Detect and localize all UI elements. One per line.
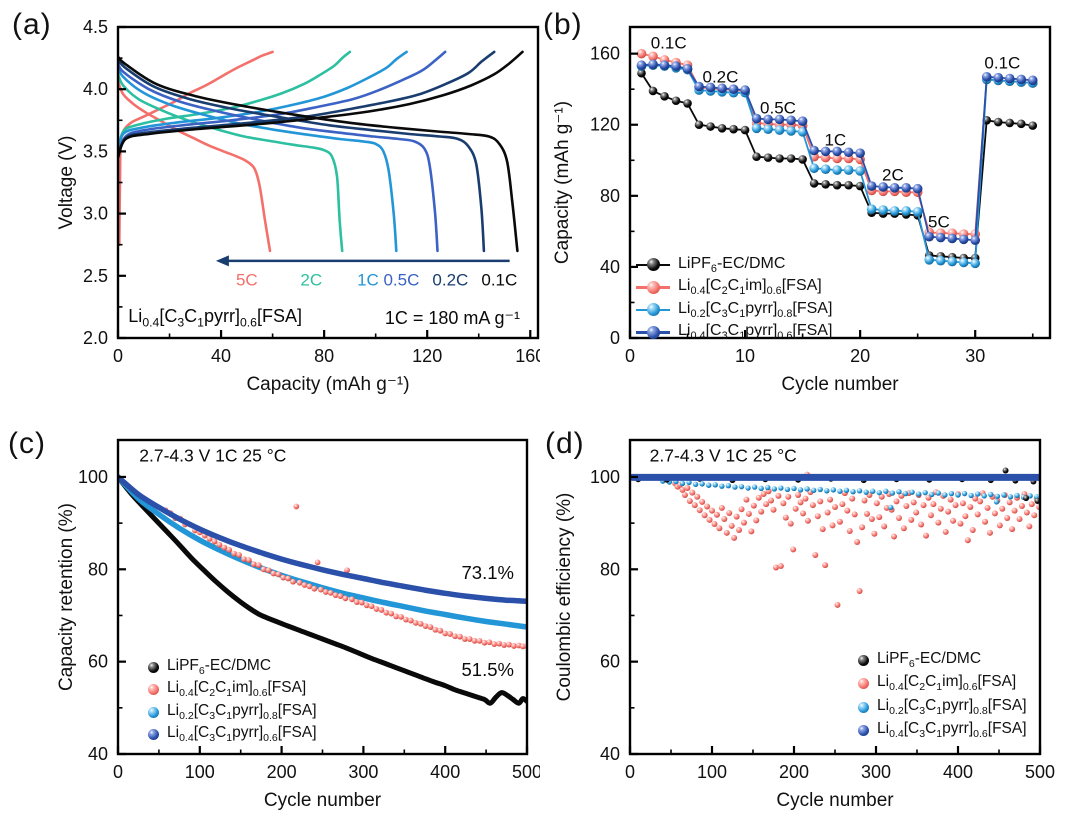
series-discharge-2C (117, 72, 344, 253)
panel-d: (d) 0 100 200 300 400 500 40 60 80 100 Cycle numbe… (540, 415, 1080, 830)
panel-letter-c: (c) (8, 427, 46, 460)
x-tick-label: 500 (1025, 762, 1055, 782)
x-tick-label: 100 (697, 762, 727, 782)
x-tick-label: 0 (625, 346, 635, 366)
series-discharge-1C (117, 65, 398, 253)
y-tick-label: 80 (88, 559, 108, 579)
panel-d-chart: 0 100 200 300 400 500 40 60 80 100 Cycle number Cou… (554, 438, 1055, 811)
series-charge-2C (117, 50, 352, 152)
panel-b: (b) 0 10 20 30 0 40 80 120 160 Cycle number Capaci… (540, 0, 1080, 415)
y-axis-title: Voltage (V) (56, 136, 77, 230)
x-tick-label: 120 (412, 346, 442, 366)
series-Li04-C3C1pyrr-FSA (117, 474, 528, 604)
x-tick-label: 400 (943, 762, 973, 782)
series-discharge-02C (117, 58, 486, 253)
x-tick-label: 300 (861, 762, 891, 782)
y-tick-label: 100 (78, 467, 108, 487)
plot-area-d (629, 467, 1041, 608)
panel-a-chart: 0 40 80 120 160 2.0 2.5 3.0 3.5 4.0 4.5 Capacity (m… (56, 17, 540, 395)
y-tick-label: 60 (600, 652, 620, 672)
y-tick-label: 4.5 (83, 17, 108, 37)
y-tick-label: 2.0 (83, 328, 108, 348)
y-tick-label: 160 (590, 44, 620, 64)
x-axis-title: Cycle number (776, 790, 894, 811)
y-tick-label: 40 (600, 257, 620, 277)
x-tick-label: 0 (113, 762, 123, 782)
plot-area-c (117, 474, 528, 706)
x-tick-label: 40 (211, 346, 231, 366)
panel-c: (c) 0 100 200 300 400 500 40 60 80 100 Cycle numbe… (0, 415, 540, 830)
x-tick-label: 10 (735, 346, 755, 366)
series-discharge-01C (117, 55, 519, 253)
y-tick-label: 4.0 (83, 79, 108, 99)
x-tick-label: 200 (779, 762, 809, 782)
x-tick-label: 30 (965, 346, 985, 366)
panel-letter-d: (d) (545, 427, 585, 460)
panel-a: (a) 0 40 80 120 160 2.0 2.5 3.0 3.5 4.0 4.5 Capacit… (0, 0, 540, 415)
series-discharge-5C (117, 80, 272, 253)
panel-letter-b: (b) (543, 8, 583, 41)
x-tick-label: 80 (314, 346, 334, 366)
x-tick-label: 160 (515, 346, 540, 366)
x-tick-label: 100 (185, 762, 215, 782)
panel-letter-a: (a) (12, 8, 52, 41)
y-tick-label: 40 (88, 744, 108, 764)
axes-b: 0 10 20 30 0 40 80 120 160 Cycle number Capacity (… (552, 25, 1052, 395)
series-Li04-C2C1im-FSA (672, 471, 1041, 608)
y-axis-title: Coulombic efficiency (%) (554, 493, 575, 702)
x-tick-label: 300 (348, 762, 378, 782)
x-tick-label: 500 (512, 762, 540, 782)
y-tick-label: 60 (88, 652, 108, 672)
x-axis-title: Capacity (mAh g⁻¹) (246, 374, 409, 395)
x-tick-label: 200 (267, 762, 297, 782)
series-Li02-C3C1pyrr-FSA (117, 474, 528, 630)
x-axis-title: Cycle number (781, 374, 899, 395)
y-tick-label: 80 (600, 186, 620, 206)
series-charge-02C (117, 50, 496, 158)
y-axis-title: Capacity (mAh g⁻¹) (552, 101, 573, 264)
x-tick-label: 0 (113, 346, 123, 366)
axes-c: 0 100 200 300 400 500 40 60 80 100 Cycle number Cap… (56, 438, 540, 811)
axes-d: 0 100 200 300 400 500 40 60 80 100 Cycle number Cou… (554, 438, 1055, 811)
series-Li04-C3C1pyrr-FSA (636, 59, 1038, 246)
y-tick-label: 2.5 (83, 266, 108, 286)
y-tick-label: 40 (600, 744, 620, 764)
panel-b-chart: 0 10 20 30 0 40 80 120 160 Cycle number Capacity (… (552, 25, 1052, 395)
series-discharge-05C (117, 61, 439, 253)
axes-a: 0 40 80 120 160 2.0 2.5 3.0 3.5 4.0 4.5 Capacity (m… (56, 17, 540, 395)
panel-c-chart: 0 100 200 300 400 500 40 60 80 100 Cycle number Cap… (56, 438, 540, 811)
y-axis-title: Capacity retention (%) (56, 503, 77, 691)
x-tick-label: 0 (625, 762, 635, 782)
y-tick-label: 120 (590, 115, 620, 135)
y-tick-label: 3.0 (83, 204, 108, 224)
y-tick-label: 80 (600, 559, 620, 579)
series-LiPF6-EC/DMC (117, 474, 528, 706)
series-charge-01C (117, 50, 524, 159)
y-tick-label: 100 (590, 467, 620, 487)
series-Li02-C3C1pyrr-FSA (660, 478, 1041, 511)
plot-area-b (636, 48, 1038, 269)
rate-arrow (215, 255, 510, 267)
x-tick-label: 400 (430, 762, 460, 782)
plot-area-a (117, 50, 524, 253)
y-tick-label: 0 (610, 328, 620, 348)
series-charge-1C (117, 50, 408, 154)
x-tick-label: 20 (850, 346, 870, 366)
series-charge-05C (117, 50, 447, 157)
y-tick-label: 3.5 (83, 141, 108, 161)
x-axis-title: Cycle number (264, 790, 382, 811)
